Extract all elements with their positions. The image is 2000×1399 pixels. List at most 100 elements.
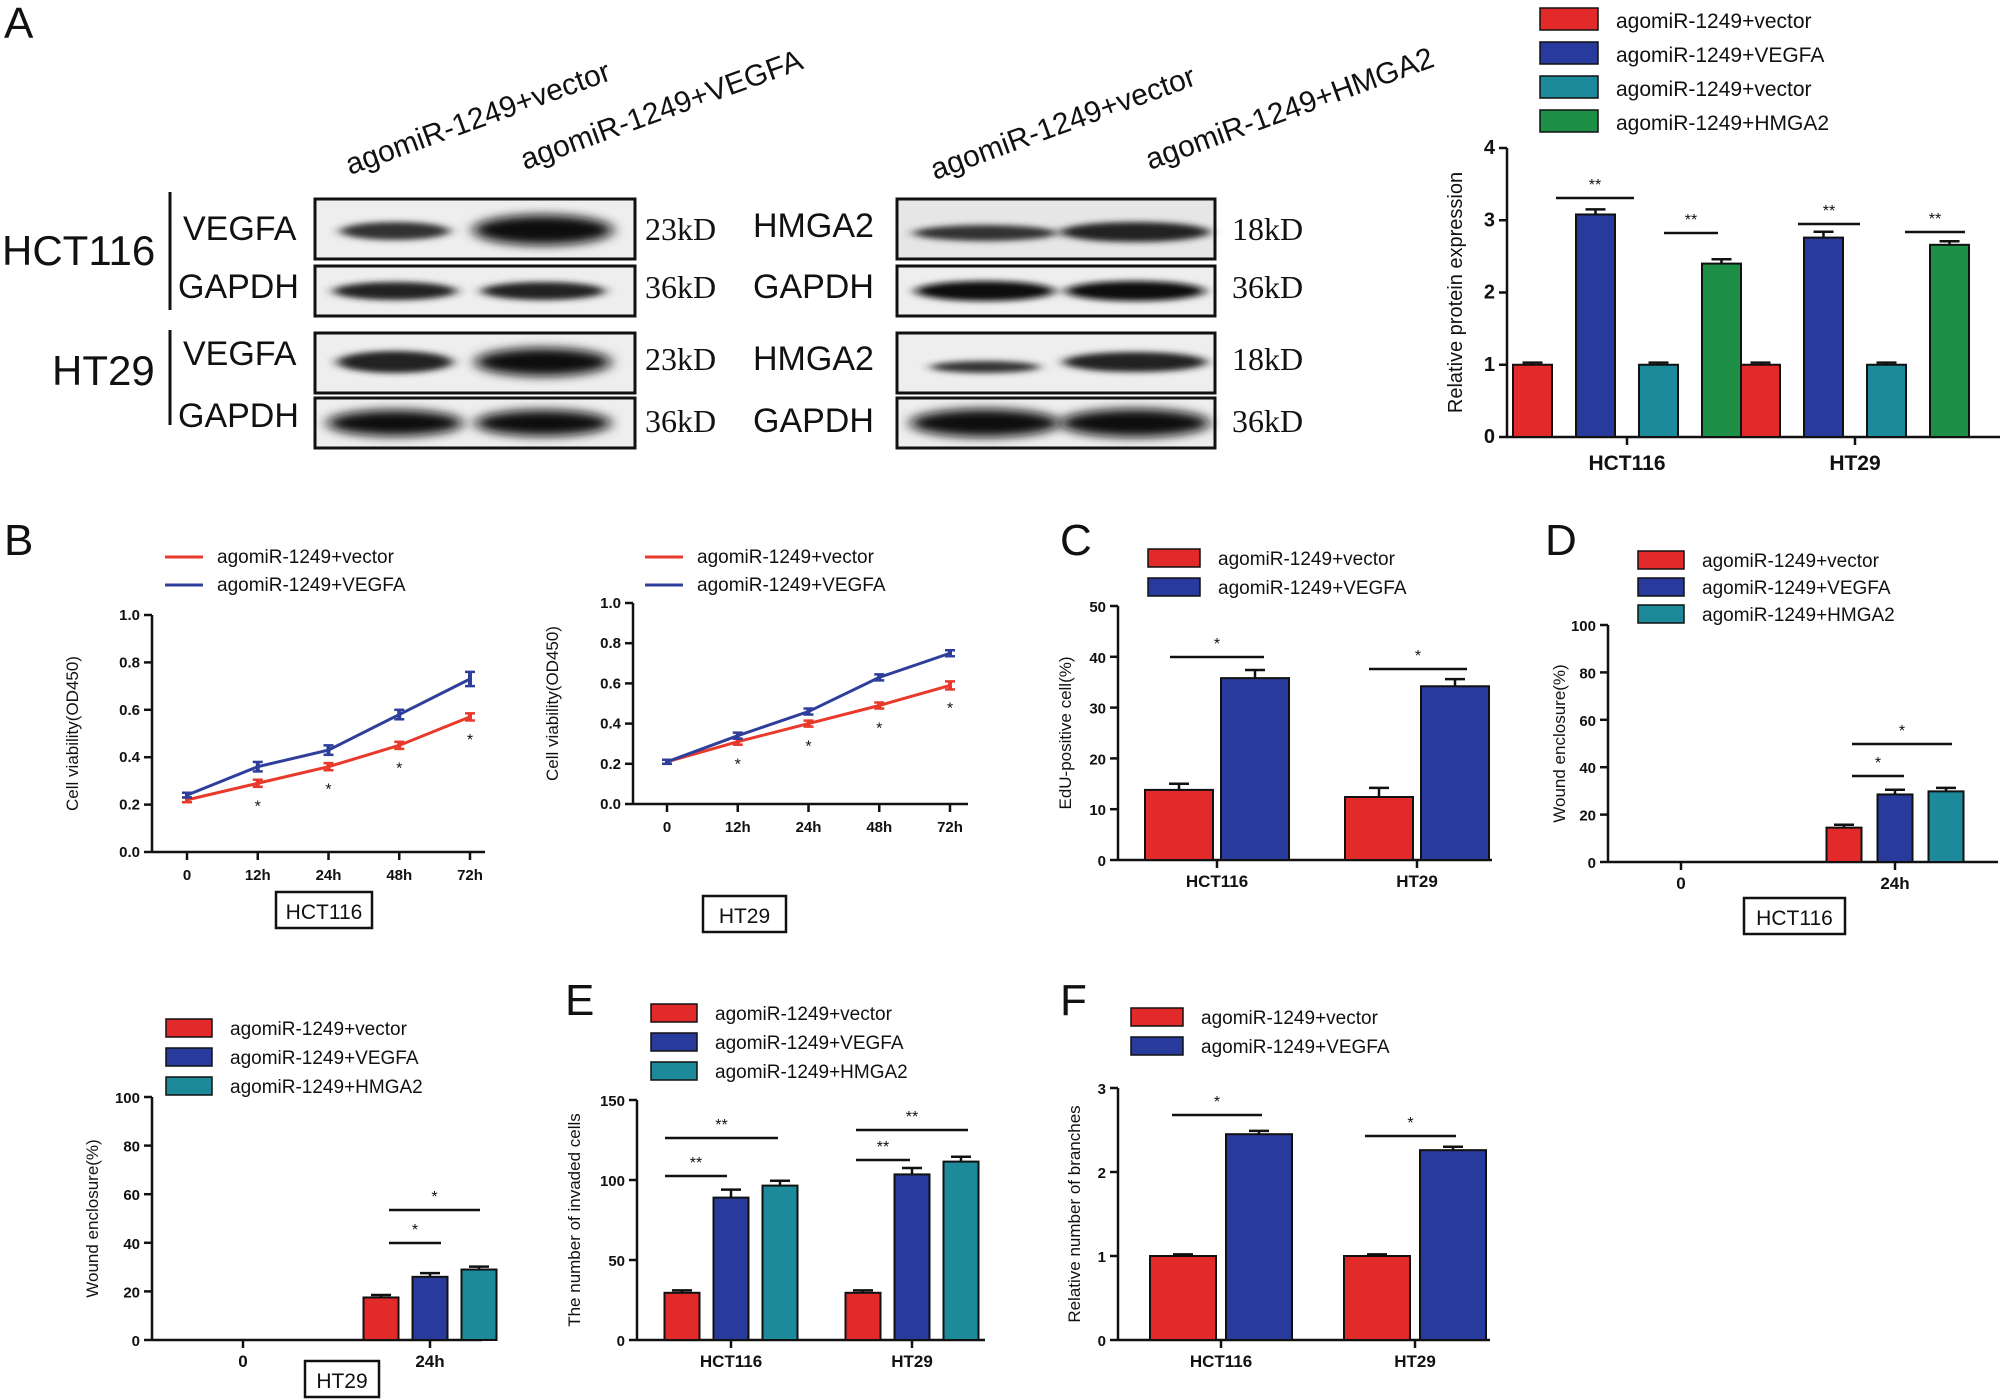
significance-mark: * (876, 721, 882, 738)
legend-label: agomiR-1249+HMGA2 (230, 1077, 423, 1098)
bar (1638, 363, 1679, 438)
y-tick-label: 4 (1484, 137, 1496, 159)
significance-mark: ** (1823, 203, 1835, 220)
bar (1225, 1133, 1293, 1341)
wb-kd-3: 23kD (645, 341, 716, 377)
y-tick-label: 1 (1098, 1249, 1106, 1266)
bar (362, 1296, 400, 1341)
legend-label: agomiR-1249+VEGFA (217, 575, 406, 596)
significance-mark: * (1214, 1094, 1220, 1111)
wb-prot-gapdh-3: GAPDH (753, 268, 874, 306)
wb-kd-6: 36kD (1232, 269, 1303, 305)
wb-prot-vegfa-2: VEGFA (183, 335, 297, 373)
legend-label: agomiR-1249+vector (1218, 549, 1396, 570)
legend-label: agomiR-1249+HMGA2 (1616, 112, 1829, 135)
legend-label: agomiR-1249+vector (697, 547, 875, 568)
y-tick-label: 0.4 (600, 716, 622, 733)
bar (663, 1291, 701, 1342)
y-tick-label: 150 (600, 1093, 625, 1110)
western-blot: agomiR-1249+vector agomiR-1249+VEGFA ago… (2, 41, 1438, 450)
chart-f-branches: 0 1 2 3 Relative number of branches HCT116 HT2… (1065, 1007, 1490, 1371)
significance-mark: * (1214, 636, 1220, 653)
legend-label: agomiR-1249+vector (1702, 551, 1880, 572)
y-tick-label: 0.2 (600, 756, 621, 773)
significance-mark: * (396, 760, 402, 777)
y-tick-label: 0 (617, 1333, 625, 1350)
legend-swatch (1637, 550, 1685, 570)
bar (1420, 685, 1490, 861)
y-tick-label: 0 (1098, 1333, 1106, 1350)
y-axis-label: Relative number of branches (1065, 1105, 1084, 1322)
x-tick-label: 24h (796, 819, 822, 836)
bar (1927, 790, 1965, 864)
legend-swatch (1539, 41, 1599, 65)
y-tick-label: 20 (1579, 808, 1596, 825)
y-tick-label: 40 (1579, 760, 1596, 777)
blot-box-gapdh-hct116-r (895, 264, 1217, 318)
group-box-label: HT29 (316, 1370, 367, 1393)
wb-kd-4: 36kD (645, 403, 716, 439)
x-tick-label: HCT116 (1588, 452, 1665, 475)
x-tick-label: 72h (457, 867, 483, 884)
y-tick-label: 100 (600, 1173, 625, 1190)
legend-label: agomiR-1249+HMGA2 (715, 1062, 908, 1083)
x-tick-label: 0 (183, 867, 191, 884)
legend-swatch (1130, 1007, 1184, 1027)
wb-prot-hmga2-1: HMGA2 (753, 207, 874, 245)
y-tick-label: 10 (1089, 802, 1106, 819)
bar (1512, 363, 1553, 438)
y-tick-label: 0.0 (600, 796, 621, 813)
bar (1740, 363, 1781, 438)
y-tick-label: 2 (1098, 1165, 1106, 1182)
x-tick-label: 48h (386, 867, 412, 884)
chart-b-hct116-viability: 0.0 0.2 0.4 0.6 0.8 1.0 Cell viability(OD450) 0… (63, 547, 485, 930)
wb-prot-gapdh-1: GAPDH (178, 268, 299, 306)
wb-cell-hct116: HCT116 (2, 227, 155, 274)
legend-label: agomiR-1249+VEGFA (1218, 578, 1407, 599)
y-tick-label: 3 (1484, 209, 1495, 231)
blot-box-vegfa-ht29 (313, 331, 637, 395)
significance-mark: * (412, 1222, 418, 1239)
panel-letter-b: B (4, 516, 33, 565)
bar (1419, 1149, 1487, 1342)
y-tick-label: 20 (1089, 751, 1106, 768)
legend-label: agomiR-1249+vector (1616, 10, 1812, 33)
legend-swatch (1637, 577, 1685, 597)
x-tick-label: HCT116 (1190, 1352, 1252, 1371)
bar (942, 1160, 980, 1341)
y-tick-label: 40 (123, 1236, 140, 1253)
bar (1825, 826, 1863, 864)
legend-swatch (1130, 1036, 1184, 1056)
y-tick-label: 20 (123, 1284, 140, 1301)
chart-e-invasion: 0 50 100 150 The number of invaded cells HCT1… (565, 1003, 985, 1371)
y-tick-label: 0.8 (600, 635, 621, 652)
wb-kd-8: 36kD (1232, 403, 1303, 439)
wb-cell-ht29: HT29 (52, 347, 155, 394)
legend-label: agomiR-1249+vector (1616, 78, 1812, 101)
blot-box-gapdh-ht29-r (895, 396, 1217, 450)
y-axis-label: Wound enclosure(%) (83, 1139, 102, 1297)
chart-b-ht29-viability: 0.0 0.2 0.4 0.6 0.8 1.0 Cell viability(OD450) 0… (543, 547, 968, 934)
bar (761, 1184, 799, 1341)
significance-mark: * (1899, 723, 1905, 740)
y-tick-label: 50 (1089, 599, 1106, 616)
blot-box-gapdh-ht29 (313, 396, 637, 450)
bar (1220, 677, 1290, 861)
y-tick-label: 0 (1588, 855, 1596, 872)
legend-swatch (165, 1018, 213, 1038)
legend-label: agomiR-1249+VEGFA (1616, 44, 1824, 67)
legend-label: agomiR-1249+VEGFA (715, 1033, 904, 1054)
bar (1149, 1255, 1217, 1341)
bar (1876, 793, 1914, 864)
group-box (303, 1359, 381, 1399)
y-tick-label: 0 (1098, 853, 1106, 870)
y-axis-label: EdU-positive cell(%) (1056, 656, 1075, 809)
bar (411, 1275, 449, 1341)
x-tick-label: 0 (1676, 874, 1685, 893)
y-tick-label: 80 (123, 1139, 140, 1156)
panel-letter-c: C (1060, 516, 1092, 565)
bar (1929, 243, 1970, 438)
x-tick-label: HT29 (1394, 1352, 1436, 1371)
significance-mark: * (1415, 648, 1421, 665)
